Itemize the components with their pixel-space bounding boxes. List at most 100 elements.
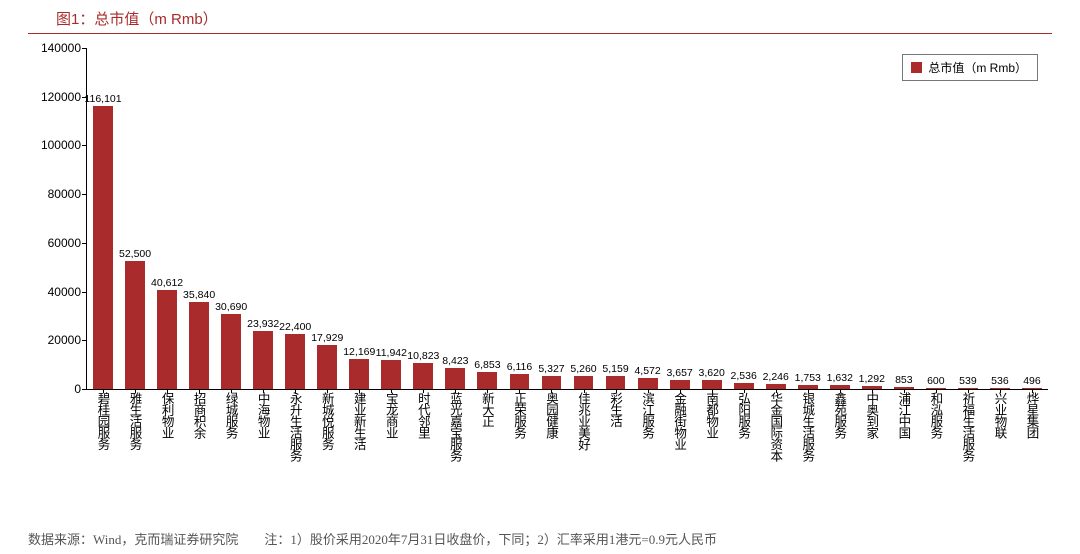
y-tick-label: 20000 <box>29 333 81 347</box>
bar-rect <box>317 345 337 389</box>
y-tick-mark <box>82 145 87 146</box>
legend-swatch <box>911 62 922 73</box>
bar-value-label: 5,260 <box>570 363 596 375</box>
bar: 6,853新大正 <box>477 359 497 389</box>
bar-value-label: 5,327 <box>538 363 564 375</box>
y-tick-label: 0 <box>29 382 81 396</box>
y-tick-mark <box>82 48 87 49</box>
bar-value-label: 539 <box>959 375 977 387</box>
bar: 5,260佳兆业美好 <box>574 363 594 389</box>
bar: 1,753银城生活服务 <box>798 372 818 389</box>
x-category-label: 烨星集团 <box>1022 389 1041 438</box>
bar-rect <box>157 290 177 389</box>
x-category-label: 浦江中国 <box>894 389 913 438</box>
bar-value-label: 1,292 <box>859 373 885 385</box>
x-category-label: 碧桂园服务 <box>94 389 113 450</box>
bar-rect <box>381 360 401 389</box>
x-category-label: 华金国际资本 <box>766 389 785 461</box>
bar-rect <box>445 368 465 389</box>
bar: 2,536弘阳服务 <box>734 370 754 389</box>
bar: 5,159彩生活 <box>606 363 626 389</box>
bar: 1,292中奥到家 <box>862 373 882 389</box>
x-category-label: 南都物业 <box>702 389 721 438</box>
x-category-label: 彩生活 <box>606 389 625 427</box>
bar-rect <box>606 376 626 389</box>
bar-value-label: 12,169 <box>343 346 375 358</box>
x-category-label: 和泓服务 <box>926 389 945 438</box>
bar: 1,632鑫苑服务 <box>830 372 850 389</box>
x-category-label: 招商积余 <box>190 389 209 438</box>
bar: 3,620南都物业 <box>702 367 722 389</box>
bar: 5,327奥园健康 <box>542 363 562 389</box>
bar-rect <box>638 378 658 389</box>
bar: 600和泓服务 <box>926 375 946 389</box>
x-category-label: 弘阳服务 <box>734 389 753 438</box>
bar: 40,612保利物业 <box>157 277 177 389</box>
bar-value-label: 2,246 <box>763 371 789 383</box>
bar-rect <box>574 376 594 389</box>
x-category-label: 滨江服务 <box>638 389 657 438</box>
bar-value-label: 5,159 <box>602 363 628 375</box>
bar: 30,690绿城服务 <box>221 301 241 389</box>
plot-region: 总市值（m Rmb） 02000040000600008000010000012… <box>86 48 1048 390</box>
bar: 853浦江中国 <box>894 374 914 389</box>
bar: 8,423蓝光嘉宝服务 <box>445 355 465 389</box>
bar-value-label: 30,690 <box>215 301 247 313</box>
y-tick-label: 120000 <box>29 90 81 104</box>
footer-source: 数据来源：Wind，克而瑞证券研究院 注：1）股价采用2020年7月31日收盘价… <box>28 529 717 548</box>
y-tick-label: 80000 <box>29 187 81 201</box>
bar: 536兴业物联 <box>990 375 1010 389</box>
bar-value-label: 6,116 <box>507 361 533 373</box>
bar-value-label: 8,423 <box>442 355 468 367</box>
x-category-label: 兴业物联 <box>990 389 1009 438</box>
x-category-label: 中海物业 <box>254 389 273 438</box>
bar-value-label: 3,657 <box>666 367 692 379</box>
bar-value-label: 496 <box>1023 375 1041 387</box>
bar-rect <box>93 106 113 389</box>
bar-rect <box>285 334 305 389</box>
bar: 116,101碧桂园服务 <box>93 93 113 389</box>
y-tick-label: 140000 <box>29 41 81 55</box>
x-category-label: 绿城服务 <box>222 389 241 438</box>
bar-rect <box>542 376 562 389</box>
bar: 22,400永升生活服务 <box>285 321 305 389</box>
bar-rect <box>221 314 241 389</box>
bar-value-label: 1,753 <box>795 372 821 384</box>
x-category-label: 雅生活服务 <box>126 389 145 450</box>
bar: 3,657金融街物业 <box>670 367 690 389</box>
legend: 总市值（m Rmb） <box>902 54 1038 81</box>
bar-rect <box>349 359 369 389</box>
bar-value-label: 23,932 <box>247 318 279 330</box>
y-tick-mark <box>82 243 87 244</box>
y-tick-label: 60000 <box>29 236 81 250</box>
bar-value-label: 11,942 <box>376 347 407 359</box>
bar-value-label: 2,536 <box>731 370 757 382</box>
x-category-label: 金融街物业 <box>670 389 689 450</box>
bar: 52,500雅生活服务 <box>125 248 145 389</box>
y-tick-label: 40000 <box>29 285 81 299</box>
bar-value-label: 35,840 <box>183 289 215 301</box>
y-tick-mark <box>82 194 87 195</box>
bar-value-label: 22,400 <box>279 321 311 333</box>
x-category-label: 新城悦服务 <box>318 389 337 450</box>
bar-rect <box>253 331 273 389</box>
x-category-label: 蓝光嘉宝服务 <box>446 389 465 461</box>
chart-title: 图1：总市值（m Rmb） <box>28 0 1052 34</box>
x-category-label: 银城生活服务 <box>798 389 817 461</box>
bar: 11,942宝龙商业 <box>381 347 401 389</box>
x-category-label: 保利物业 <box>158 389 177 438</box>
chart-area: 总市值（m Rmb） 02000040000600008000010000012… <box>28 40 1052 480</box>
x-category-label: 建业新生活 <box>350 389 369 450</box>
bar-value-label: 40,612 <box>151 277 183 289</box>
bar: 6,116正荣服务 <box>510 361 530 389</box>
bar-value-label: 4,572 <box>634 365 660 377</box>
bar-value-label: 600 <box>927 375 945 387</box>
bar-value-label: 52,500 <box>119 248 151 260</box>
bar-value-label: 116,101 <box>84 93 121 105</box>
bar-rect <box>510 374 530 389</box>
bar-rect <box>477 372 497 389</box>
y-tick-mark <box>82 340 87 341</box>
bar-rect <box>702 380 722 389</box>
bar-rect <box>125 261 145 389</box>
bar: 35,840招商积余 <box>189 289 209 389</box>
